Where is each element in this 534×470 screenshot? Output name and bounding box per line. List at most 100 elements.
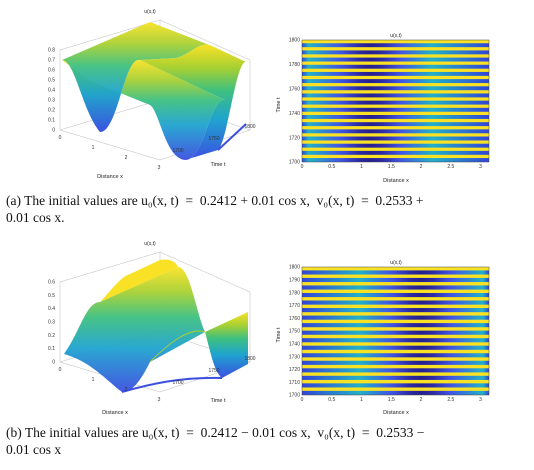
heatmap-frame (301, 266, 490, 396)
t-tick-label: 1750 (208, 368, 219, 374)
heatmap-band (302, 129, 489, 134)
heatmap-a-xlabel: Distance x (383, 178, 409, 184)
z-tick-label: 0.3 (48, 98, 55, 104)
caption-a: (a) The initial values are u₀(x, t) = 0.… (0, 192, 534, 226)
surface-b-xlabel: Distance x (102, 410, 128, 416)
heatmap-b-body (301, 266, 490, 396)
heatmap-band (302, 277, 489, 283)
heatmap-band (302, 93, 489, 98)
heatmap-x-tick-label: 3 (479, 397, 482, 403)
heatmap-band (302, 292, 489, 298)
heatmap-a-title: u(x,t) (390, 33, 402, 39)
heatmap-y-tick-label: 1790 (289, 278, 300, 284)
heatmap-y-tick-label: 1760 (289, 87, 300, 93)
heatmap-x-tick-label: 1 (360, 397, 363, 403)
heatmap-band (302, 390, 489, 395)
surface-a-x-ticks: 0 1 2 3 (59, 135, 161, 171)
heatmap-band (302, 64, 489, 69)
z-tick-label: 0.5 (48, 78, 55, 84)
surface-a-title: u(x,t) (144, 9, 156, 15)
heatmap-y-tick-label: 1800 (289, 38, 300, 44)
heatmap-y-tick-label: 1770 (289, 303, 300, 309)
heatmap-band (302, 285, 489, 290)
heatmap-band (302, 107, 489, 112)
heatmap-band (302, 158, 489, 162)
z-tick-label: 0.6 (48, 280, 55, 286)
heatmap-y-tick-label: 1740 (289, 342, 300, 348)
heatmap-x-tick-label: 1 (360, 164, 363, 170)
heatmap-x-tick-label: 0.5 (328, 164, 335, 170)
heatmap-a-y-ticks: 1700 1720 1740 1760 1780 1800 (289, 38, 300, 166)
heatmap-band (302, 368, 489, 373)
heatmap-y-tick-label: 1740 (289, 111, 300, 117)
t-tick-label: 1700 (172, 380, 183, 386)
heatmap-b-x-ticks: 0 0.5 1 1.5 2 2.5 3 (301, 397, 483, 403)
t-tick-label: 1750 (208, 136, 219, 142)
surface-b-shape (64, 259, 248, 393)
caption-b-label: (b) (6, 425, 22, 440)
z-tick-label: 0 (52, 128, 55, 134)
z-tick-label: 0.1 (48, 346, 55, 352)
heatmap-band (302, 308, 489, 313)
surface-b-z-ticks: 0 0.1 0.2 0.3 0.4 0.5 0.6 (48, 280, 55, 366)
heatmap-band (302, 315, 489, 320)
heatmap-b-xlabel: Distance x (383, 410, 409, 416)
z-tick-label: 0.2 (48, 108, 55, 114)
heatmap-x-tick-label: 1.5 (388, 164, 395, 170)
heatmap-b-title: u(x,t) (390, 260, 402, 266)
z-tick-label: 0.7 (48, 58, 55, 64)
heatmap-a-ylabel: Time t (276, 97, 282, 113)
heatmap-band (302, 100, 489, 105)
surface-b-title: u(x,t) (144, 241, 156, 247)
z-tick-label: 0.8 (48, 48, 55, 54)
z-tick-label: 0.6 (48, 68, 55, 74)
x-tick-label: 1 (92, 377, 95, 383)
surface-b-ylabel: Time t (210, 398, 226, 404)
surface-plot-b: u(x,t) 0 0.1 0.2 0.3 0.4 0.5 0.6 0 1 2 3 1700 1750… (48, 241, 256, 416)
x-tick-label: 1 (92, 145, 95, 151)
heatmap-frame (301, 39, 490, 163)
z-tick-label: 0.4 (48, 306, 55, 312)
heatmap-y-tick-label: 1800 (289, 265, 300, 271)
heatmap-band (302, 143, 489, 148)
heatmap-x-tick-label: 2 (420, 164, 423, 170)
z-tick-label: 0.3 (48, 320, 55, 326)
heatmap-a-body (301, 39, 490, 163)
heatmap-y-tick-label: 1720 (289, 135, 300, 141)
heatmap-band (302, 270, 489, 275)
surface-a-xlabel: Distance x (97, 174, 123, 180)
heatmap-band (302, 43, 489, 48)
t-tick-label: 1800 (244, 356, 255, 362)
heatmap-y-tick-label: 1760 (289, 316, 300, 322)
heatmap-x-tick-label: 2.5 (447, 397, 454, 403)
surface-plot-a: u(x,t) 0 0.1 0.2 0.3 0.4 0.5 0.6 0.7 0.8 0 1 2 3 17… (48, 9, 256, 180)
heatmap-b-ylabel: Time t (276, 327, 282, 343)
heatmap-y-tick-label: 1750 (289, 329, 300, 335)
heatmap-band (302, 375, 489, 380)
heatmap-x-tick-label: 0 (301, 164, 304, 170)
heatmap-band (302, 71, 489, 76)
heatmap-band (302, 86, 489, 91)
heatmap-band (302, 79, 489, 84)
t-tick-label: 1800 (244, 124, 255, 130)
x-tick-label: 0 (59, 367, 62, 373)
heatmap-y-tick-label: 1730 (289, 354, 300, 360)
heatmap-band (302, 57, 489, 62)
heatmap-y-tick-label: 1710 (289, 380, 300, 386)
x-tick-label: 3 (158, 165, 161, 171)
heatmap-band (302, 300, 489, 305)
caption-a-line1: The initial values are u₀(x, t) = 0.2412… (24, 193, 424, 208)
caption-b-line1: The initial values are u₀(x, t) = 0.2412… (24, 425, 425, 440)
z-tick-label: 0.5 (48, 293, 55, 299)
heatmap-x-tick-label: 0.5 (328, 397, 335, 403)
caption-a-label: (a) (6, 193, 21, 208)
heatmap-y-tick-label: 1700 (289, 393, 300, 399)
caption-b: (b) The initial values are u₀(x, t) = 0.… (0, 424, 534, 458)
heatmap-x-tick-label: 2 (420, 397, 423, 403)
heatmap-a: u(x,t) 0 0.5 1 1.5 2 2.5 3 1700 1720 1740 1760 178… (276, 33, 490, 184)
z-tick-label: 0 (52, 360, 55, 366)
surface-a-shape (62, 22, 247, 160)
heatmap-band (302, 122, 489, 127)
heatmap-x-tick-label: 2.5 (447, 164, 454, 170)
surface-b-t-ticks: 1700 1750 1800 (172, 356, 255, 386)
